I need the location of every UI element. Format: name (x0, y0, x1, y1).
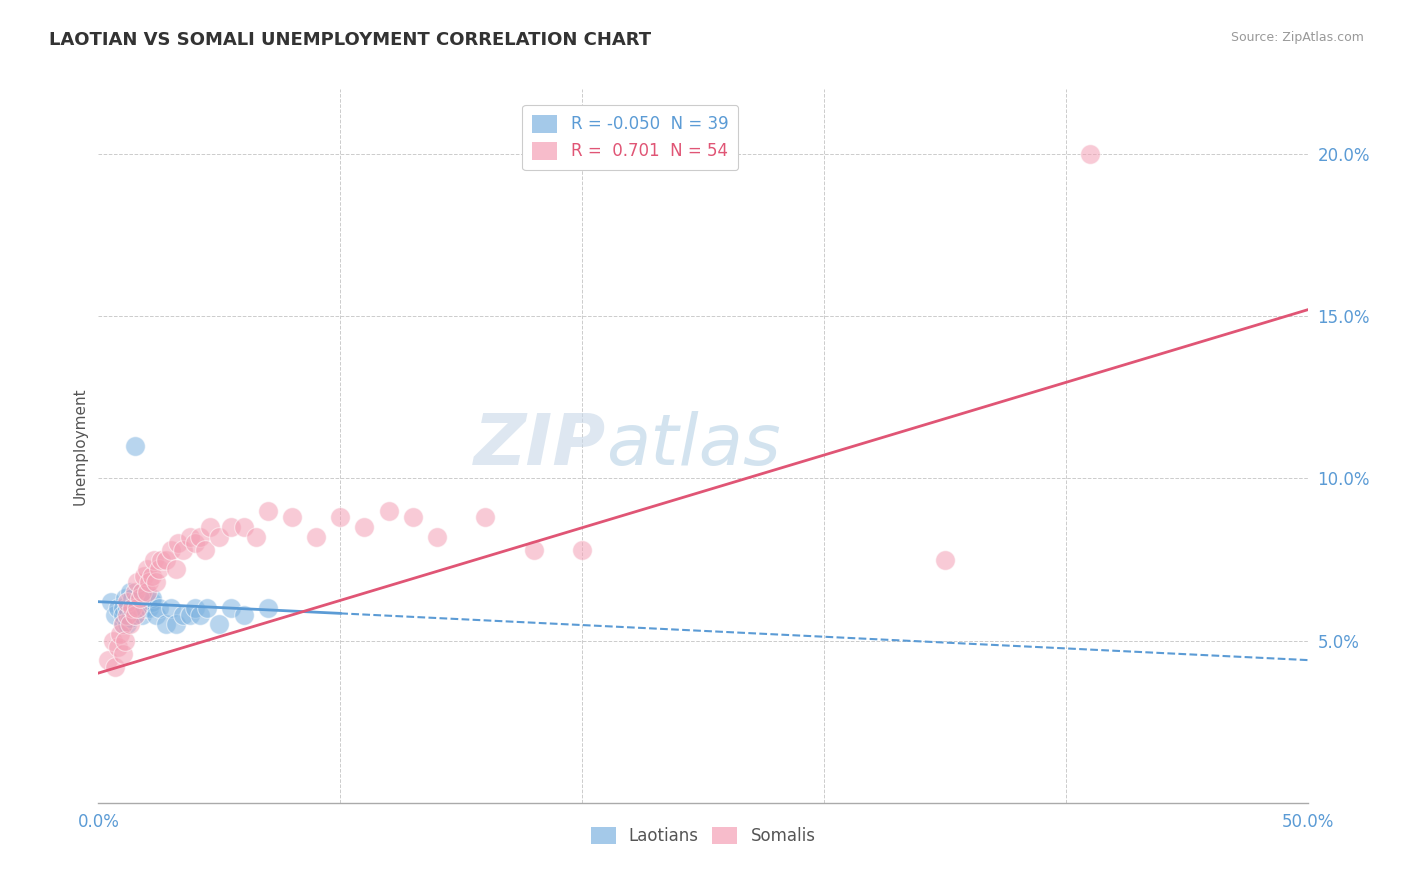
Point (155, 617, 177, 632)
Point (232, 520, 254, 534)
Point (353, 520, 375, 534)
Point (148, 601, 170, 615)
Point (121, 601, 143, 615)
Point (172, 607, 194, 622)
Point (184, 601, 207, 615)
Point (208, 530, 231, 544)
Point (281, 510, 304, 524)
Point (124, 439, 146, 453)
Point (167, 536, 190, 550)
Point (134, 601, 156, 615)
Point (131, 607, 153, 622)
Point (111, 647, 134, 661)
Point (134, 568, 156, 582)
Point (111, 601, 134, 615)
Point (128, 591, 150, 606)
Point (124, 607, 146, 622)
Point (100, 595, 122, 609)
Point (114, 591, 136, 606)
Point (194, 542, 217, 557)
Point (104, 659, 127, 673)
Point (128, 601, 150, 615)
Point (117, 595, 139, 609)
Point (198, 520, 221, 534)
Point (124, 595, 146, 609)
Point (111, 617, 134, 632)
Point (118, 611, 141, 625)
Point (117, 617, 139, 632)
Point (131, 585, 153, 599)
Point (179, 530, 201, 544)
Point (148, 562, 170, 576)
Point (114, 633, 136, 648)
Point (150, 552, 173, 566)
Point (121, 591, 143, 606)
Point (138, 601, 160, 615)
Point (571, 542, 593, 557)
Point (107, 640, 129, 654)
Text: atlas: atlas (606, 411, 780, 481)
Point (329, 510, 352, 524)
Point (184, 536, 207, 550)
Point (124, 607, 146, 622)
Point (97, 653, 120, 667)
Point (107, 601, 129, 615)
Point (141, 591, 163, 606)
Point (160, 601, 183, 615)
Point (402, 510, 425, 524)
Text: LAOTIAN VS SOMALI UNEMPLOYMENT CORRELATION CHART: LAOTIAN VS SOMALI UNEMPLOYMENT CORRELATI… (49, 31, 651, 49)
Point (143, 552, 166, 566)
Point (195, 601, 218, 615)
Point (179, 607, 201, 622)
Point (188, 607, 211, 622)
Point (474, 510, 496, 524)
Point (221, 601, 243, 615)
Point (256, 504, 278, 518)
Text: ZIP: ZIP (474, 411, 606, 481)
Point (135, 595, 157, 609)
Point (141, 568, 163, 582)
Point (523, 542, 546, 557)
Y-axis label: Unemployment: Unemployment (72, 387, 87, 505)
Legend: Laotians, Somalis: Laotians, Somalis (583, 820, 823, 852)
Point (426, 530, 449, 544)
Point (117, 601, 139, 615)
Point (160, 542, 183, 557)
Point (118, 585, 141, 599)
Point (165, 617, 187, 632)
Point (101, 633, 124, 648)
Point (127, 601, 149, 615)
Point (245, 530, 267, 544)
Point (124, 585, 146, 599)
Point (1078, 147, 1101, 161)
Point (208, 617, 231, 632)
Point (256, 601, 278, 615)
Point (145, 607, 167, 622)
Point (165, 562, 187, 576)
Point (127, 601, 149, 615)
Point (104, 607, 127, 622)
Point (138, 575, 160, 590)
Point (377, 504, 399, 518)
Point (232, 607, 254, 622)
Point (221, 520, 243, 534)
Point (131, 585, 153, 599)
Point (127, 575, 149, 590)
Point (172, 542, 194, 557)
Point (108, 627, 131, 641)
Text: Source: ZipAtlas.com: Source: ZipAtlas.com (1230, 31, 1364, 45)
Point (118, 617, 141, 632)
Point (111, 617, 134, 632)
Point (128, 591, 150, 606)
Point (141, 595, 163, 609)
Point (145, 575, 167, 590)
Point (135, 585, 157, 599)
Point (117, 607, 139, 622)
Point (305, 530, 328, 544)
Point (934, 552, 956, 566)
Point (155, 552, 177, 566)
Point (135, 562, 157, 576)
Point (188, 530, 211, 544)
Point (111, 607, 134, 622)
